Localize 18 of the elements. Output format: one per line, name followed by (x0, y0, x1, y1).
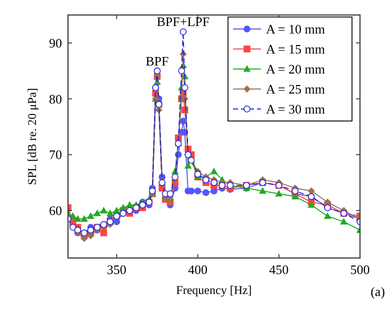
annotation: BPF (146, 53, 169, 68)
y-axis-title: SPL [dB re. 20 μPa] (25, 88, 39, 185)
x-tick-label: 400 (188, 262, 208, 277)
x-tick-label: 450 (269, 262, 289, 277)
legend-label: A = 15 mm (266, 42, 325, 56)
y-tick-label: 90 (49, 35, 62, 50)
y-tick-label: 80 (49, 91, 62, 106)
legend-label: A = 30 mm (266, 102, 325, 116)
x-tick-label: 350 (106, 262, 126, 277)
legend-label: A = 25 mm (266, 82, 325, 96)
legend-label: A = 10 mm (266, 22, 325, 36)
text: (a) (370, 284, 385, 299)
annotation: BPF+LPF (156, 14, 210, 30)
x-axis-title: Frequency [Hz] (176, 283, 252, 297)
x-tick-label: 500 (350, 262, 370, 277)
legend-label: A = 20 mm (266, 62, 325, 76)
y-tick-label: 60 (49, 203, 62, 218)
y-tick-label: 70 (49, 147, 62, 162)
